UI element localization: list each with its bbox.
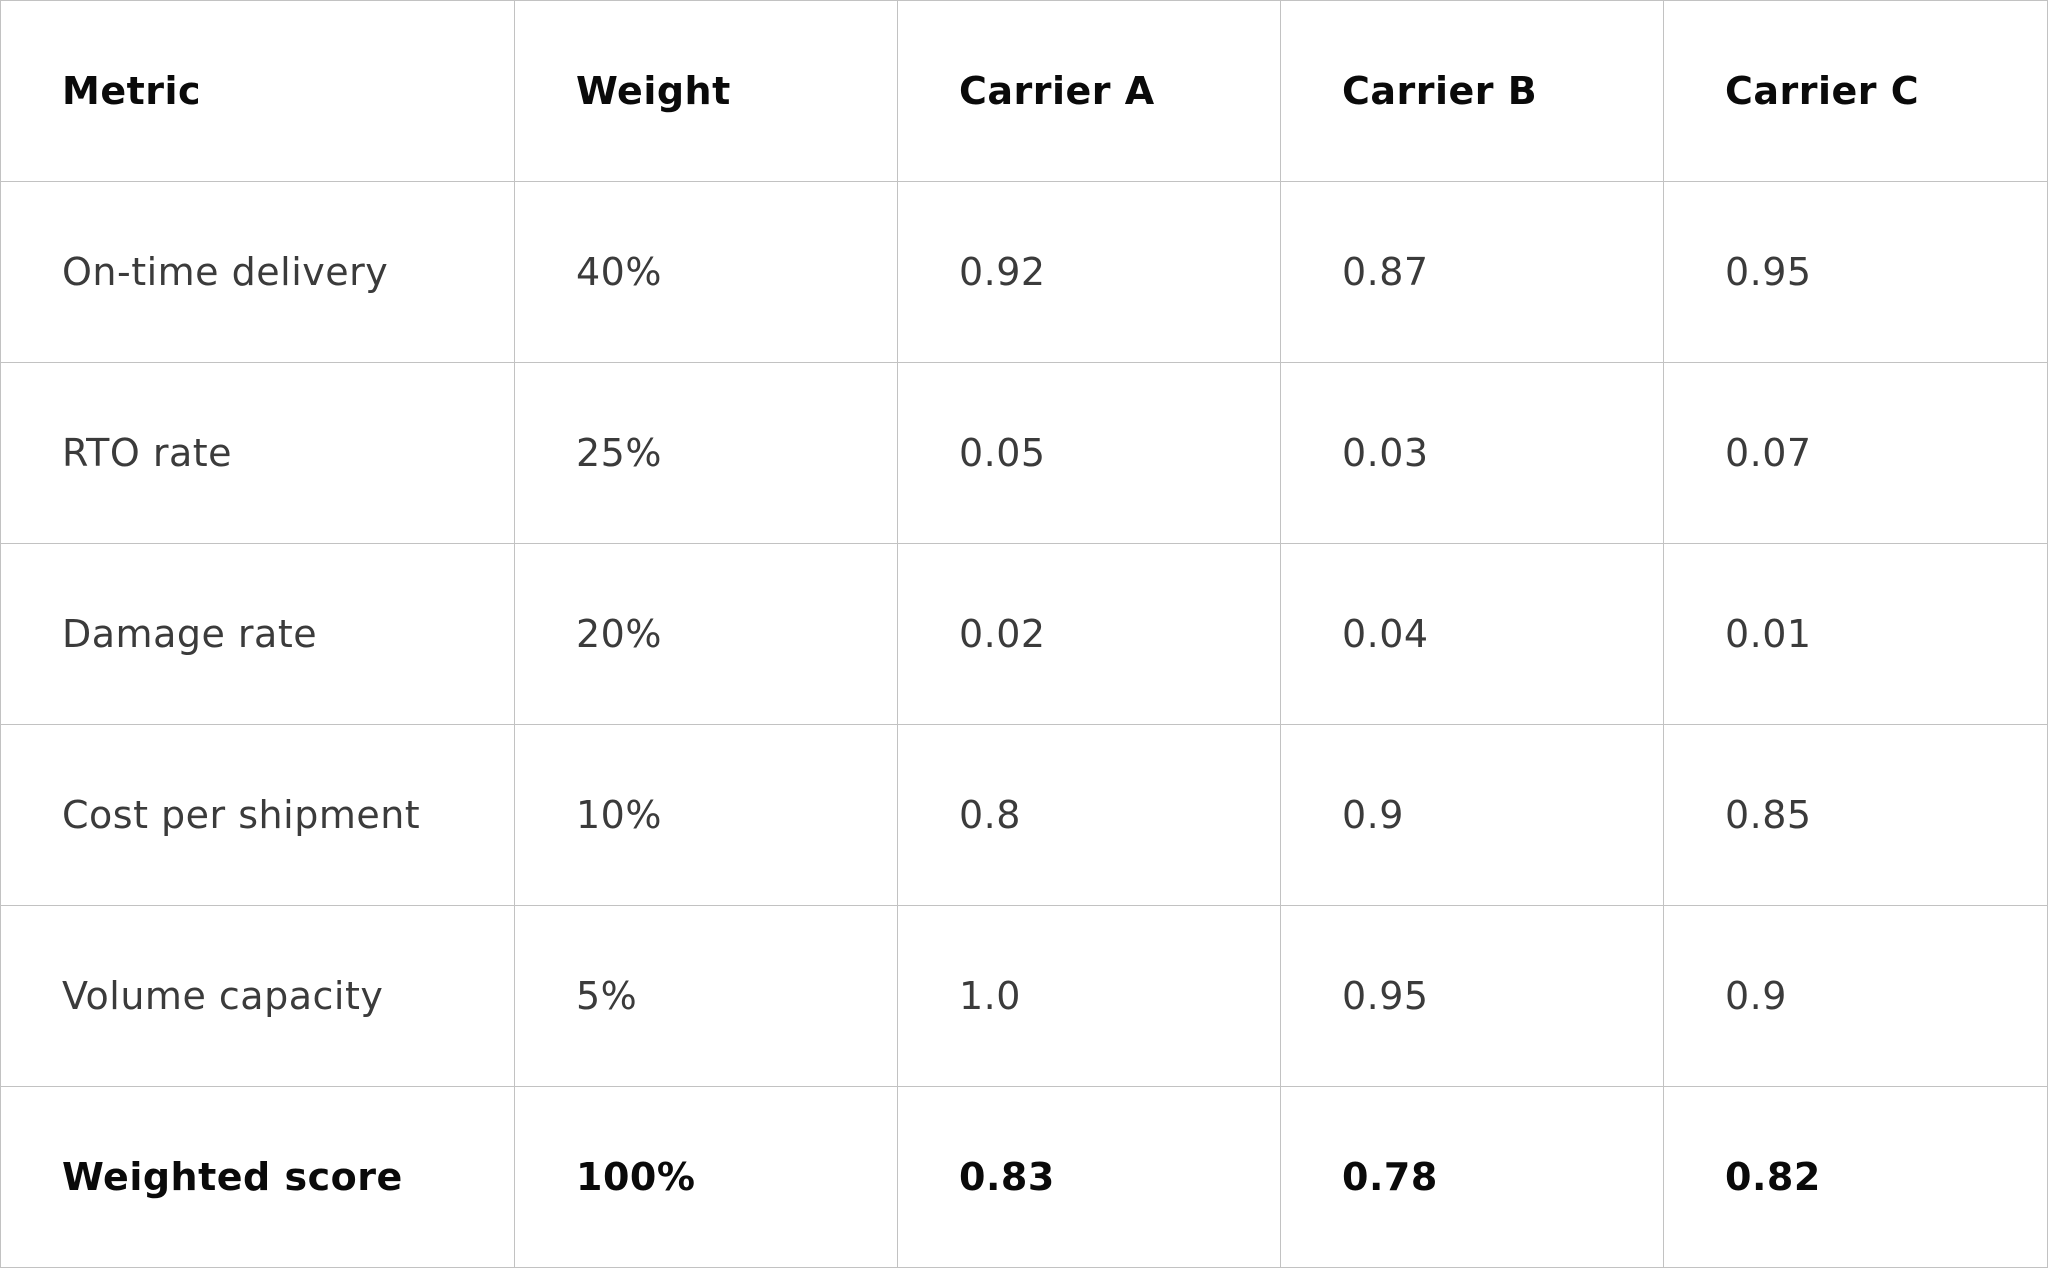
carrier-b-cell: 0.95 — [1280, 905, 1664, 1087]
table-row: Damage rate 20% 0.02 0.04 0.01 — [0, 543, 2048, 725]
column-header-metric: Metric — [0, 0, 515, 182]
table-row: Volume capacity 5% 1.0 0.95 0.9 — [0, 905, 2048, 1087]
header-row: Metric Weight Carrier A Carrier B Carrie… — [0, 0, 2048, 182]
carrier-c-cell: 0.95 — [1663, 181, 2048, 363]
weight-cell: 40% — [514, 181, 898, 363]
carrier-c-cell: 0.07 — [1663, 362, 2048, 544]
metric-cell: Damage rate — [0, 543, 515, 725]
weight-cell: 10% — [514, 724, 898, 906]
total-label-cell: Weighted score — [0, 1086, 515, 1268]
carrier-b-cell: 0.03 — [1280, 362, 1664, 544]
carrier-a-cell: 0.02 — [897, 543, 1281, 725]
weighted-score-row: Weighted score 100% 0.83 0.78 0.82 — [0, 1086, 2048, 1268]
carrier-b-cell: 0.9 — [1280, 724, 1664, 906]
carrier-c-cell: 0.01 — [1663, 543, 2048, 725]
table-row: Cost per shipment 10% 0.8 0.9 0.85 — [0, 724, 2048, 906]
table-row: RTO rate 25% 0.05 0.03 0.07 — [0, 362, 2048, 544]
carrier-a-cell: 0.92 — [897, 181, 1281, 363]
weight-cell: 20% — [514, 543, 898, 725]
metric-cell: Volume capacity — [0, 905, 515, 1087]
total-carrier-c-cell: 0.82 — [1663, 1086, 2048, 1268]
total-carrier-b-cell: 0.78 — [1280, 1086, 1664, 1268]
metric-cell: RTO rate — [0, 362, 515, 544]
column-header-weight: Weight — [514, 0, 898, 182]
carrier-b-cell: 0.87 — [1280, 181, 1664, 363]
weight-cell: 5% — [514, 905, 898, 1087]
carrier-b-cell: 0.04 — [1280, 543, 1664, 725]
table-row: On-time delivery 40% 0.92 0.87 0.95 — [0, 181, 2048, 363]
carrier-a-cell: 1.0 — [897, 905, 1281, 1087]
metric-cell: Cost per shipment — [0, 724, 515, 906]
column-header-carrier-c: Carrier C — [1663, 0, 2048, 182]
carrier-a-cell: 0.05 — [897, 362, 1281, 544]
carrier-c-cell: 0.85 — [1663, 724, 2048, 906]
total-carrier-a-cell: 0.83 — [897, 1086, 1281, 1268]
column-header-carrier-b: Carrier B — [1280, 0, 1664, 182]
weight-cell: 25% — [514, 362, 898, 544]
total-weight-cell: 100% — [514, 1086, 898, 1268]
metric-cell: On-time delivery — [0, 181, 515, 363]
column-header-carrier-a: Carrier A — [897, 0, 1281, 182]
carrier-c-cell: 0.9 — [1663, 905, 2048, 1087]
carrier-a-cell: 0.8 — [897, 724, 1281, 906]
